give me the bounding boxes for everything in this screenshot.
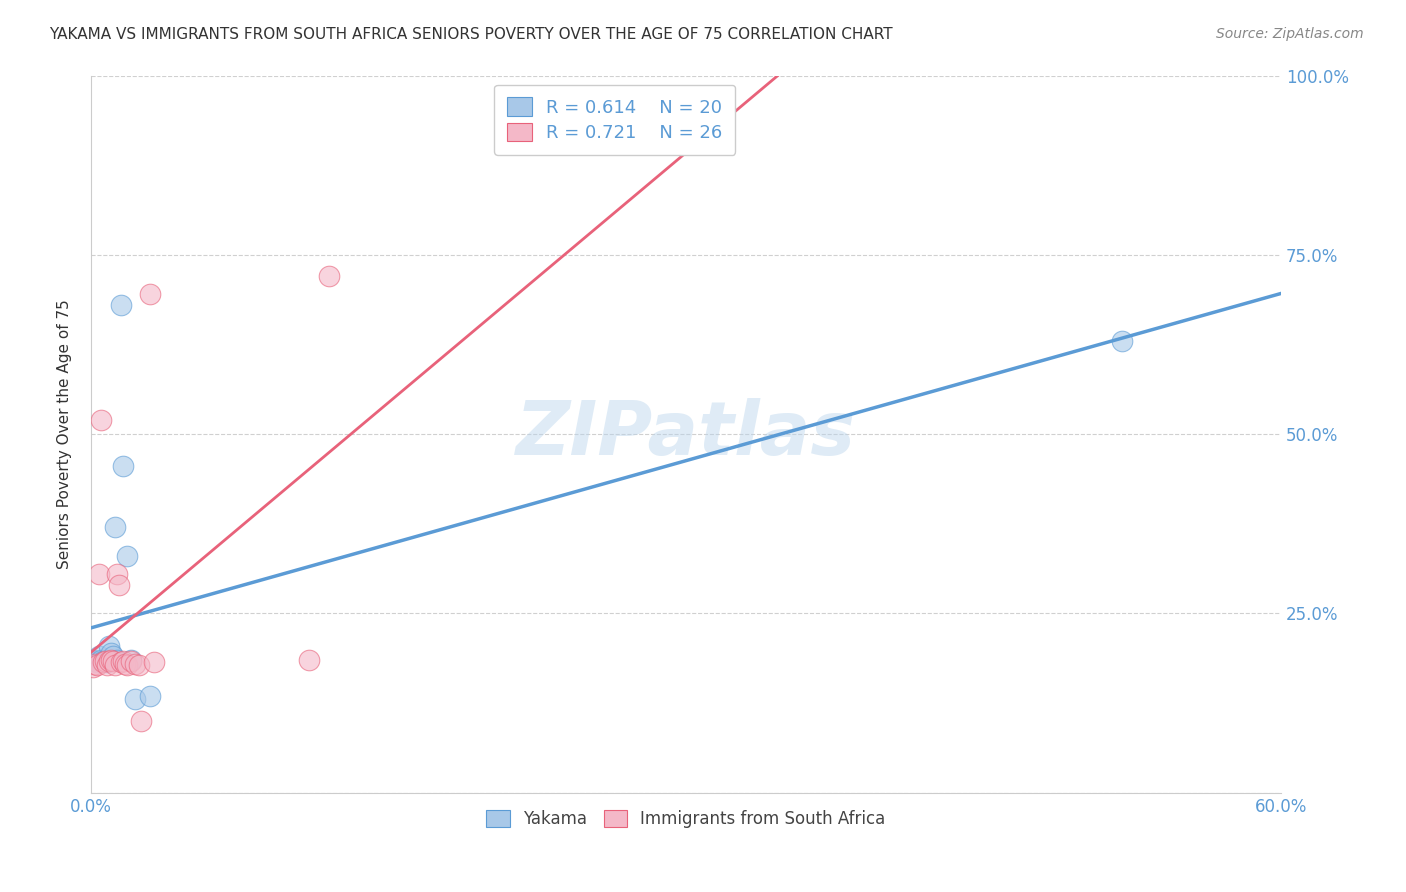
Legend: Yakama, Immigrants from South Africa: Yakama, Immigrants from South Africa: [479, 803, 893, 835]
Point: [143, 655, 166, 669]
Point: [139, 287, 162, 301]
Point: [100, 646, 122, 660]
Point: [90, 653, 112, 667]
Point: [86, 658, 108, 673]
Point: [86, 655, 108, 669]
Point: [128, 658, 150, 673]
Point: [104, 658, 127, 673]
Point: [115, 658, 138, 673]
Point: [82, 660, 104, 674]
Point: [96, 655, 118, 669]
Point: [87, 649, 110, 664]
Point: [94, 654, 117, 668]
Point: [101, 649, 124, 664]
Point: [104, 520, 127, 534]
Point: [124, 657, 146, 671]
Y-axis label: Seniors Poverty Over the Age of 75: Seniors Poverty Over the Age of 75: [58, 299, 72, 569]
Point: [111, 655, 134, 669]
Point: [83, 655, 105, 669]
Point: [1111, 334, 1133, 348]
Text: Source: ZipAtlas.com: Source: ZipAtlas.com: [1216, 27, 1364, 41]
Point: [115, 549, 138, 563]
Text: ZIPatlas: ZIPatlas: [516, 398, 856, 471]
Point: [100, 653, 122, 667]
Point: [90, 413, 112, 427]
Text: YAKAMA VS IMMIGRANTS FROM SOUTH AFRICA SENIORS POVERTY OVER THE AGE OF 75 CORREL: YAKAMA VS IMMIGRANTS FROM SOUTH AFRICA S…: [49, 27, 893, 42]
Point: [107, 577, 129, 591]
Point: [139, 689, 162, 703]
Point: [124, 692, 146, 706]
Point: [97, 639, 120, 653]
Point: [110, 655, 132, 669]
Point: [110, 298, 132, 312]
Point: [120, 655, 142, 669]
Point: [111, 459, 134, 474]
Point: [120, 653, 142, 667]
Point: [101, 655, 124, 669]
Point: [91, 655, 114, 669]
Point: [114, 657, 136, 671]
Point: [105, 566, 128, 581]
Point: [318, 269, 340, 284]
Point: [298, 653, 321, 667]
Point: [91, 655, 114, 669]
Point: [129, 714, 152, 728]
Point: [96, 658, 118, 673]
Point: [94, 655, 117, 669]
Point: [97, 655, 120, 669]
Point: [105, 653, 128, 667]
Point: [82, 653, 104, 667]
Point: [83, 657, 105, 671]
Point: [87, 566, 110, 581]
